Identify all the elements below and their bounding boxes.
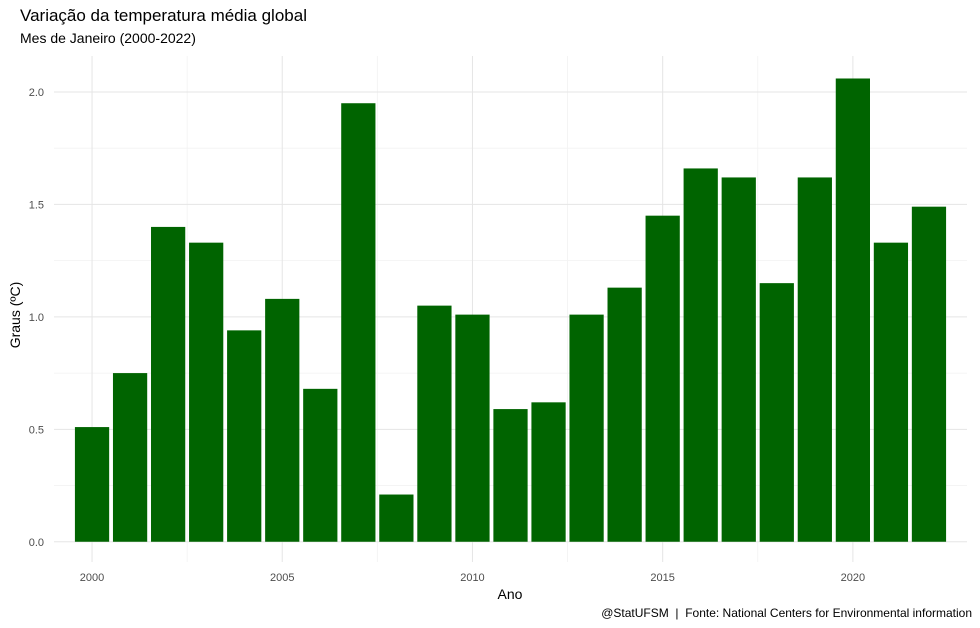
bar-2003: [189, 242, 224, 542]
x-tick-label: 2020: [841, 572, 865, 584]
bar-2000: [74, 427, 110, 542]
x-tick-label: 2015: [650, 572, 674, 584]
bars: [74, 78, 947, 542]
bar-2011: [493, 409, 528, 542]
bar-2016: [683, 168, 718, 542]
bar-2022: [911, 206, 947, 542]
bar-2014: [607, 287, 642, 542]
chart-subtitle: Mes de Janeiro (2000-2022): [20, 30, 196, 46]
bar-2007: [341, 103, 376, 542]
y-tick-label: 1.5: [29, 199, 44, 211]
x-tick-labels: 2000 2005 2010 2015 2020: [80, 572, 865, 584]
bar-2005: [265, 298, 300, 542]
chart-caption: @StatUFSM | Fonte: National Centers for …: [601, 606, 972, 620]
bar-2010: [455, 314, 490, 542]
bar-2001: [112, 373, 148, 542]
x-tick-label: 2010: [460, 572, 484, 584]
bar-2020: [835, 78, 870, 542]
x-tick-label: 2005: [270, 572, 294, 584]
bar-2002: [151, 226, 186, 542]
bar-2006: [303, 388, 338, 542]
y-axis-title: Graus (ºC): [7, 282, 23, 349]
x-axis-title: Ano: [498, 586, 523, 602]
y-tick-label: 0.5: [29, 424, 44, 436]
bar-2017: [721, 177, 756, 542]
y-tick-label: 1.0: [29, 312, 44, 324]
bar-2018: [759, 283, 794, 542]
bar-2009: [417, 305, 452, 542]
chart-title: Variação da temperatura média global: [20, 6, 307, 25]
y-tick-label: 0.0: [29, 537, 44, 549]
bar-2021: [873, 242, 909, 542]
bar-2004: [227, 330, 262, 542]
bar-2015: [645, 215, 680, 542]
bar-2012: [531, 402, 566, 542]
y-tick-label: 2.0: [29, 87, 44, 99]
x-tick-label: 2000: [80, 572, 104, 584]
y-tick-labels: 0.0 0.5 1.0 1.5 2.0: [29, 87, 44, 549]
bar-2013: [569, 314, 604, 542]
bar-2019: [797, 177, 832, 542]
bar-2008: [379, 494, 414, 542]
